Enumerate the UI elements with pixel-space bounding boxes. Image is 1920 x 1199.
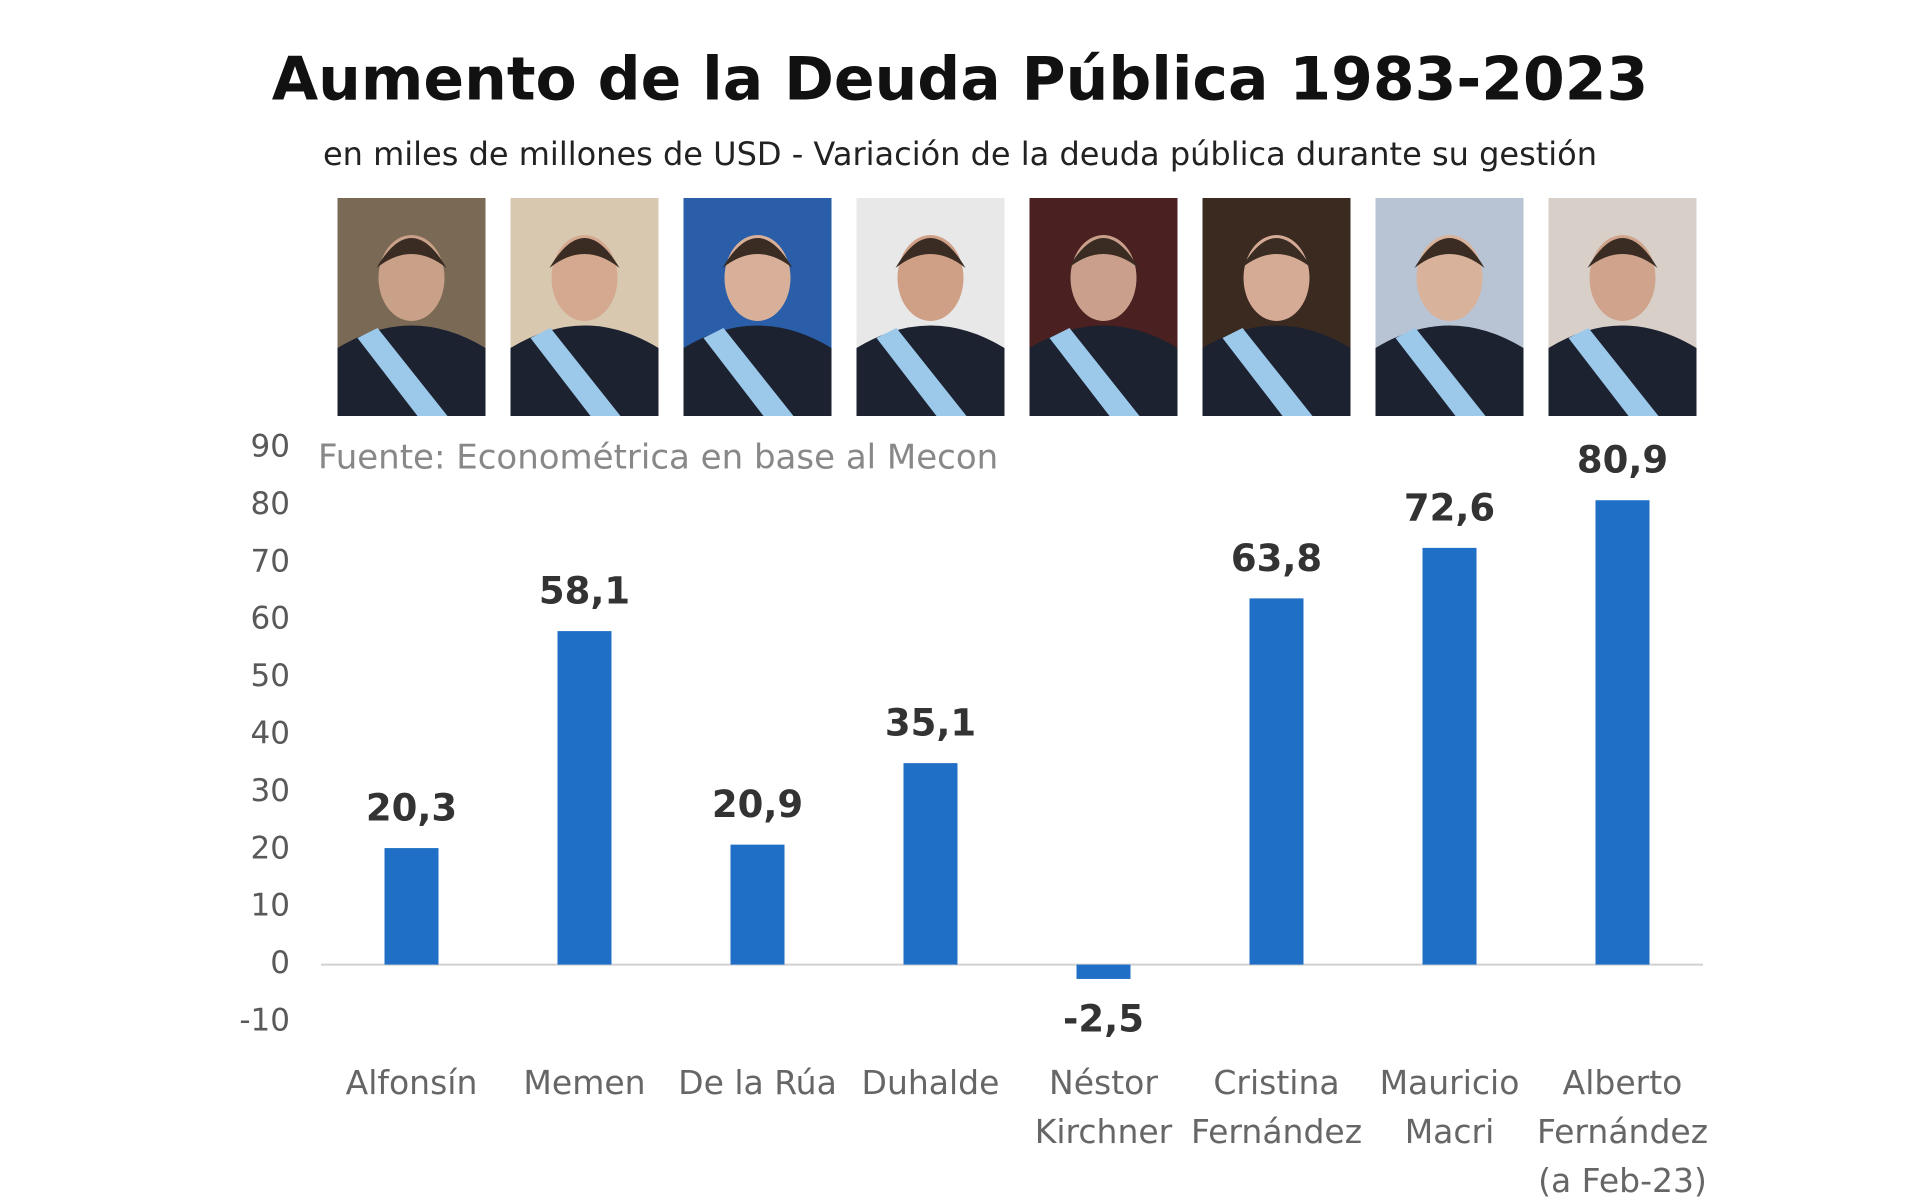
bar (730, 844, 785, 965)
x-tick-label: Memen (523, 1063, 646, 1102)
value-label: 35,1 (885, 702, 976, 745)
y-tick-label: 0 (270, 945, 290, 981)
value-label: 20,9 (712, 783, 803, 826)
value-label: 80,9 (1577, 439, 1668, 482)
y-tick-label: -10 (239, 1003, 290, 1039)
portrait-sash (1395, 328, 1486, 416)
value-label: -2,5 (1063, 997, 1144, 1040)
bar (557, 631, 612, 965)
x-tick-label: Mauricio Macri (1379, 1063, 1520, 1151)
x-tick-label: Néstor Kirchner (1034, 1063, 1173, 1151)
bar (903, 763, 958, 965)
y-tick-label: 80 (251, 486, 290, 522)
source-note: Fuente: Econométrica en base al Mecon (318, 438, 998, 478)
y-tick-label: 10 (251, 888, 290, 924)
chart-title: Aumento de la Deuda Pública 1983-2023 (272, 45, 1648, 115)
portrait-sash (876, 328, 967, 416)
portrait-sash (357, 328, 448, 416)
value-label: 72,6 (1404, 486, 1495, 529)
portrait-sash (1568, 328, 1659, 416)
portrait-hair (722, 238, 793, 268)
portrait-sash (1049, 328, 1140, 416)
portrait-sash (703, 328, 794, 416)
value-label: 20,3 (366, 787, 457, 830)
y-tick-label: 70 (251, 543, 290, 579)
x-tick-label: Alberto Fernández (a Feb-23) (1536, 1063, 1709, 1199)
x-tick-label: Cristina Fernández (1190, 1063, 1363, 1151)
y-tick-label: 30 (251, 773, 290, 809)
portrait-sash (1222, 328, 1313, 416)
y-tick-label: 90 (251, 429, 290, 465)
bar (1249, 598, 1304, 965)
y-tick-label: 50 (251, 658, 290, 694)
bar (384, 848, 439, 965)
bar (1595, 500, 1650, 965)
bar (1422, 547, 1477, 965)
portrait-hair (1414, 238, 1485, 268)
portrait-hair (895, 238, 966, 268)
x-tick-label: Duhalde (861, 1063, 1000, 1102)
x-tick-label: Alfonsín (345, 1063, 478, 1102)
y-tick-label: 60 (251, 601, 290, 637)
portrait-hair (1241, 238, 1312, 268)
portrait-hair (549, 238, 620, 268)
value-label: 63,8 (1231, 537, 1322, 580)
y-tick-label: 40 (251, 716, 290, 752)
portrait-hair (376, 238, 447, 268)
chart-subtitle: en miles de millones de USD - Variación … (323, 135, 1597, 173)
portrait-hair (1587, 238, 1658, 268)
portrait-sash (530, 328, 621, 416)
portrait-hair (1068, 238, 1139, 268)
value-label: 58,1 (539, 570, 630, 613)
y-tick-label: 20 (251, 830, 290, 866)
x-tick-label: De la Rúa (678, 1063, 837, 1102)
bar (1076, 964, 1131, 979)
